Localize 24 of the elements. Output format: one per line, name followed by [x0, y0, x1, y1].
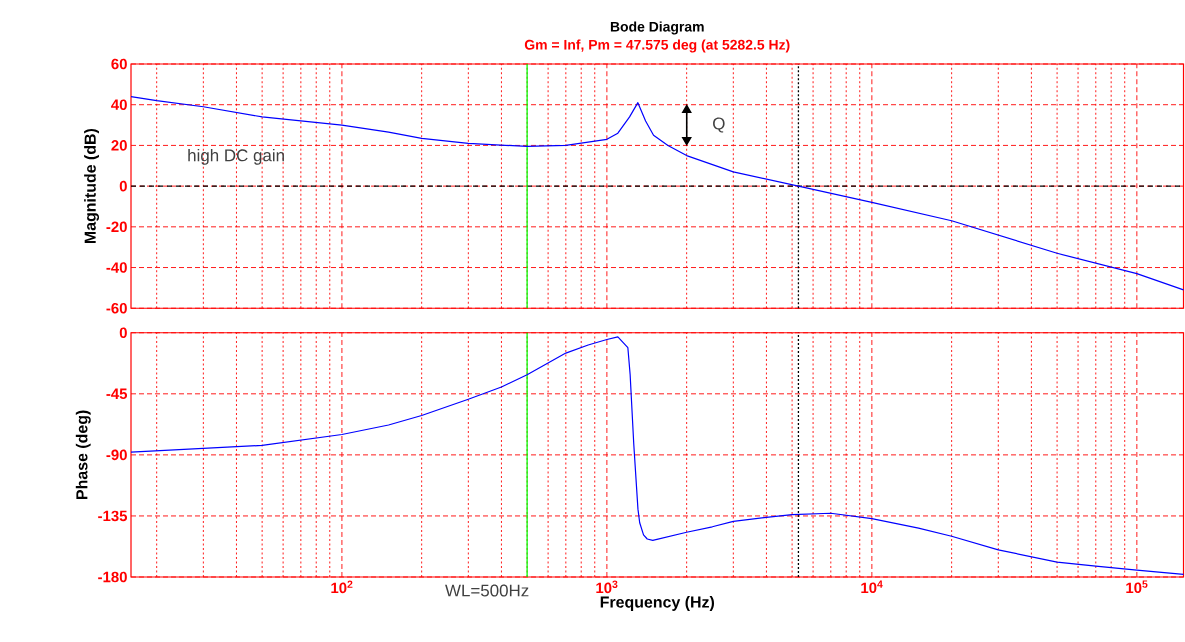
annotation: Q: [713, 117, 725, 133]
chart-title: Bode Diagram: [610, 21, 704, 35]
x-tick-label: 10$^{5}$: [1126, 580, 1148, 594]
y-tick-label: 20: [111, 140, 127, 151]
y-tick-label: -135: [98, 510, 128, 522]
y-tick-label: -60: [106, 302, 127, 314]
x-tick-label: 10$^{2}$: [331, 580, 353, 594]
y-tick-label: -40: [106, 262, 127, 273]
chart-subtitle: Gm = Inf, Pm = 47.575 deg (at 5282.5 Hz): [524, 39, 790, 53]
y-tick-label: 0: [119, 180, 127, 192]
y-axis-title: Magnitude (dB): [84, 128, 100, 244]
y-tick-label: -20: [106, 221, 127, 233]
y-axis-title: Phase (deg): [75, 410, 91, 499]
ref-line-label: WL=500Hz: [445, 584, 529, 597]
y-tick-label: -90: [106, 449, 127, 461]
y-tick-label: -180: [98, 571, 127, 583]
annotation: high DC gain: [188, 148, 284, 165]
y-tick-label: 40: [111, 99, 127, 110]
y-tick-label: 0: [119, 327, 127, 339]
y-tick-label: 60: [111, 58, 127, 70]
x-axis-title: Frequency (Hz): [600, 596, 715, 611]
x-tick-label: 10$^{4}$: [861, 580, 883, 594]
x-tick-label: 10$^{3}$: [596, 580, 618, 594]
y-tick-label: -45: [106, 388, 128, 400]
